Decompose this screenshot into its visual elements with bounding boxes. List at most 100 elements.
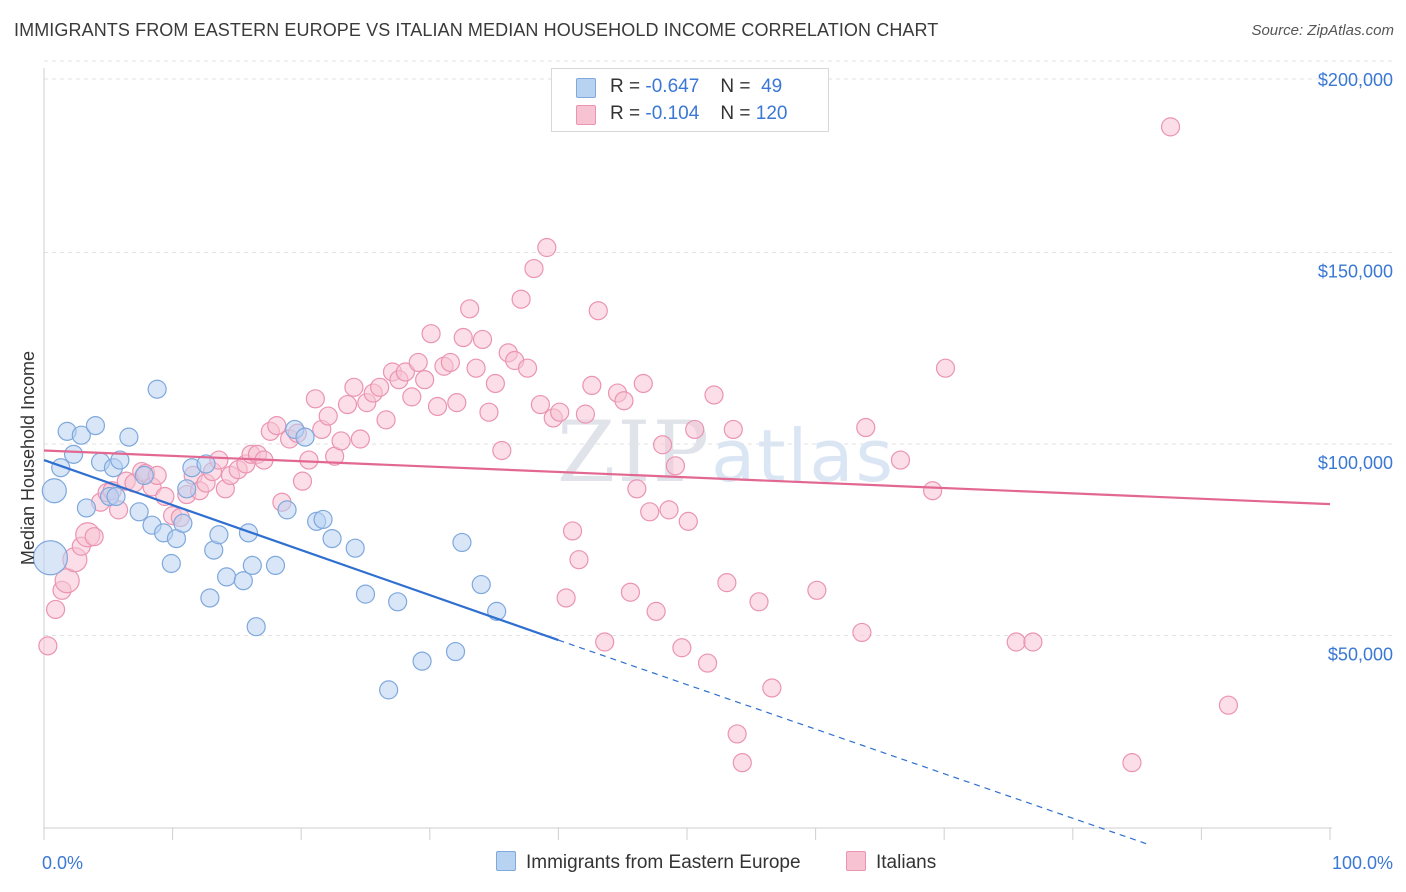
data-point-italians: [292, 471, 313, 491]
data-point-eastern-europe: [445, 641, 466, 662]
chart-title: IMMIGRANTS FROM EASTERN EUROPE VS ITALIA…: [14, 20, 939, 40]
data-point-eastern-europe: [242, 555, 262, 576]
r-label: R =: [610, 103, 641, 124]
data-point-eastern-europe: [106, 486, 126, 507]
x-tick-label-max: 100.0%: [1332, 853, 1393, 873]
data-point-eastern-europe: [471, 574, 491, 595]
source-credit: Source: ZipAtlas.com: [1251, 22, 1394, 39]
y-tick-label: $100,000: [1318, 453, 1393, 473]
data-point-eastern-europe: [85, 416, 106, 436]
data-point-italians: [492, 440, 512, 461]
data-point-eastern-europe: [129, 502, 149, 522]
data-point-italians: [717, 573, 737, 593]
grid-lines: [44, 60, 1393, 636]
data-point-italians: [344, 377, 364, 397]
data-point-italians: [614, 391, 634, 411]
data-point-italians: [318, 406, 338, 426]
trend-line-eastern-europe: [43, 459, 559, 642]
data-point-italians: [472, 329, 493, 350]
data-point-italians: [408, 352, 428, 373]
data-point-italians: [762, 678, 782, 698]
series-eastern-europe-points: [32, 379, 507, 700]
data-point-italians: [640, 502, 660, 522]
data-point-italians: [337, 394, 358, 415]
data-point-italians: [38, 636, 58, 656]
data-point-eastern-europe: [412, 651, 432, 671]
data-point-italians: [678, 511, 698, 531]
y-axis-label: Median Household Income: [18, 351, 38, 565]
legend-swatch-blue: [576, 78, 596, 98]
data-point-eastern-europe: [379, 680, 399, 700]
data-point-italians: [402, 387, 422, 407]
data-point-italians: [530, 394, 550, 415]
data-point-italians: [524, 258, 544, 279]
n-value: 49: [761, 76, 783, 97]
data-point-italians: [935, 358, 956, 378]
data-point-italians: [370, 377, 390, 397]
data-point-italians: [415, 370, 435, 390]
data-point-italians: [460, 299, 480, 319]
data-point-italians: [633, 373, 653, 394]
data-point-italians: [627, 479, 647, 499]
axes: [43, 68, 1332, 829]
data-point-eastern-europe: [345, 538, 365, 558]
data-point-italians: [856, 417, 876, 438]
legend-swatch-pink: [846, 851, 866, 871]
data-point-italians: [376, 410, 396, 430]
data-point-italians: [1023, 632, 1043, 652]
data-point-eastern-europe: [265, 555, 286, 576]
data-point-eastern-europe: [32, 540, 69, 576]
data-point-eastern-europe: [217, 567, 237, 587]
data-point-italians: [1006, 632, 1026, 652]
data-point-eastern-europe: [238, 523, 259, 543]
data-point-italians: [659, 500, 679, 520]
data-point-italians: [1160, 117, 1181, 137]
data-point-italians: [620, 582, 641, 602]
data-point-eastern-europe: [388, 592, 408, 612]
data-point-italians: [479, 402, 499, 422]
data-point-italians: [440, 352, 460, 373]
data-point-italians: [727, 724, 747, 744]
data-point-eastern-europe: [76, 498, 97, 518]
data-point-italians: [697, 653, 718, 673]
data-point-italians: [485, 373, 505, 394]
data-point-italians: [537, 237, 557, 258]
data-point-italians: [595, 632, 615, 652]
series-legend-eastern-europe: Immigrants from Eastern Europe: [496, 851, 801, 874]
y-tick-label: $150,000: [1318, 262, 1393, 282]
n-value: 120: [755, 103, 788, 124]
data-point-italians: [331, 431, 351, 451]
data-point-italians: [45, 599, 66, 620]
data-point-italians: [395, 362, 415, 382]
data-point-italians: [421, 324, 441, 344]
data-point-eastern-europe: [209, 525, 229, 545]
data-point-eastern-europe: [322, 528, 342, 549]
data-point-eastern-europe: [41, 478, 67, 504]
data-point-eastern-europe: [119, 427, 139, 447]
data-point-italians: [652, 435, 673, 455]
trend-line-italians: [43, 449, 1331, 506]
data-point-italians: [299, 450, 319, 470]
data-point-italians: [84, 527, 104, 547]
series-name: Italians: [876, 852, 937, 873]
y-tick-label: $50,000: [1328, 645, 1393, 665]
legend-swatch-pink: [576, 105, 596, 125]
data-point-eastern-europe: [277, 500, 297, 520]
data-point-eastern-europe: [63, 444, 84, 464]
data-point-italians: [1122, 753, 1142, 773]
r-value: -0.647: [645, 76, 700, 97]
legend-text: R = -0.104 N = 120: [610, 103, 787, 125]
data-point-eastern-europe: [246, 617, 266, 637]
n-label: N =: [720, 103, 751, 124]
data-point-italians: [267, 416, 287, 436]
r-value: -0.104: [645, 103, 700, 124]
data-point-italians: [807, 580, 827, 600]
trend-line-eastern-europe-extrapolated: [558, 639, 1151, 846]
data-point-italians: [427, 396, 448, 417]
data-point-eastern-europe: [295, 427, 315, 447]
data-point-italians: [517, 358, 538, 378]
data-point-italians: [305, 389, 325, 409]
trend-lines: [43, 449, 1331, 846]
data-point-eastern-europe: [71, 425, 91, 445]
